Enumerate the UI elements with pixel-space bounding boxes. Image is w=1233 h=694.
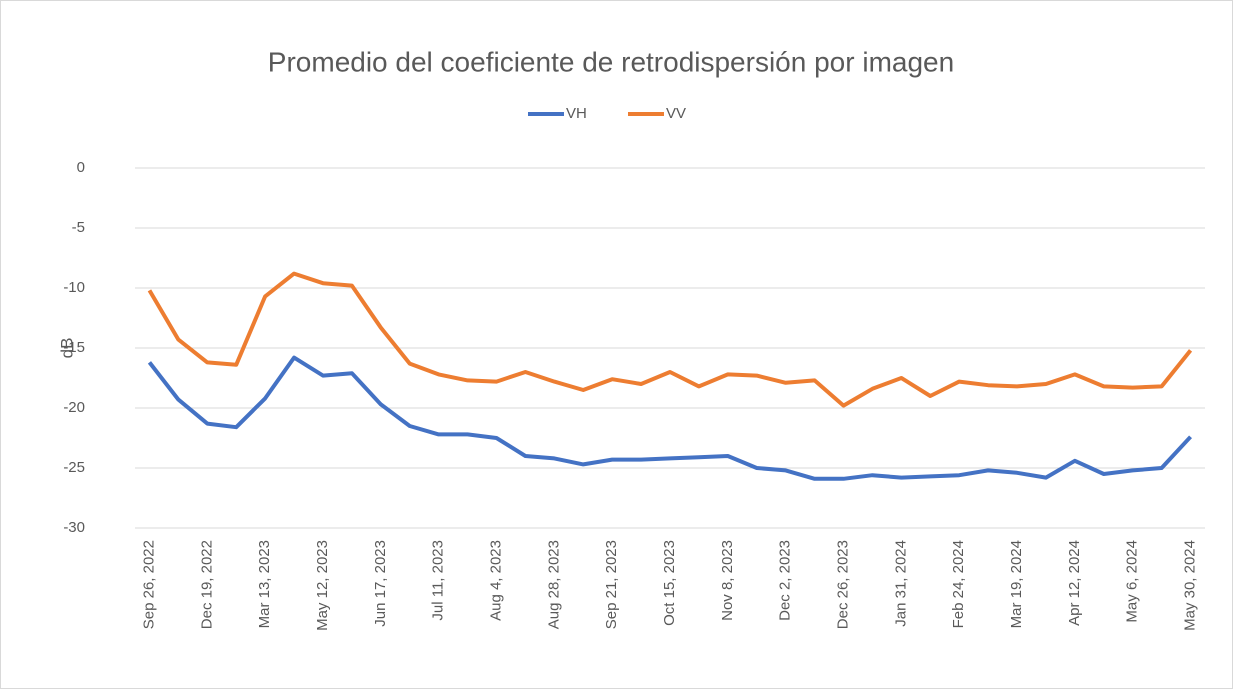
x-tick-label: Mar 13, 2023	[256, 540, 273, 628]
legend-label: VH	[566, 105, 587, 122]
x-tick-label: Sep 26, 2022	[140, 540, 157, 629]
x-tick-label: Jan 31, 2024	[892, 540, 909, 627]
y-tick-label: -20	[63, 399, 85, 416]
y-axis-label: dB	[57, 338, 76, 359]
x-tick-label: Apr 12, 2024	[1066, 540, 1083, 626]
chart-title: Promedio del coeficiente de retrodispers…	[268, 46, 954, 77]
line-series	[147, 271, 1193, 408]
x-tick-label: Dec 19, 2022	[198, 540, 215, 629]
x-tick-label: Dec 2, 2023	[777, 540, 794, 621]
y-tick-label: -5	[72, 219, 85, 236]
x-tick-label: Dec 26, 2023	[834, 540, 851, 629]
x-tick-label: Jun 17, 2023	[372, 540, 389, 627]
x-tick-label: Oct 15, 2023	[661, 540, 678, 626]
x-tick-label: May 12, 2023	[314, 540, 331, 631]
x-tick-label: Mar 19, 2024	[1008, 540, 1025, 628]
y-tick-label: -10	[63, 279, 85, 296]
x-tick-label: May 30, 2024	[1182, 540, 1199, 631]
y-tick-label: -15	[63, 339, 85, 356]
x-tick-label: May 6, 2024	[1124, 540, 1141, 623]
x-tick-label: Sep 21, 2023	[603, 540, 620, 629]
x-tick-label: Nov 8, 2023	[719, 540, 736, 621]
x-tick-label: Aug 28, 2023	[545, 540, 562, 629]
x-tick-label: Aug 4, 2023	[487, 540, 504, 621]
legend-label: VV	[666, 105, 686, 122]
y-tick-label: -30	[63, 519, 85, 536]
y-tick-label: -25	[63, 459, 85, 476]
line-series	[147, 355, 1193, 481]
y-tick-label: 0	[77, 159, 85, 176]
x-tick-label: Jul 11, 2023	[430, 540, 447, 621]
x-tick-label: Feb 24, 2024	[950, 540, 967, 628]
